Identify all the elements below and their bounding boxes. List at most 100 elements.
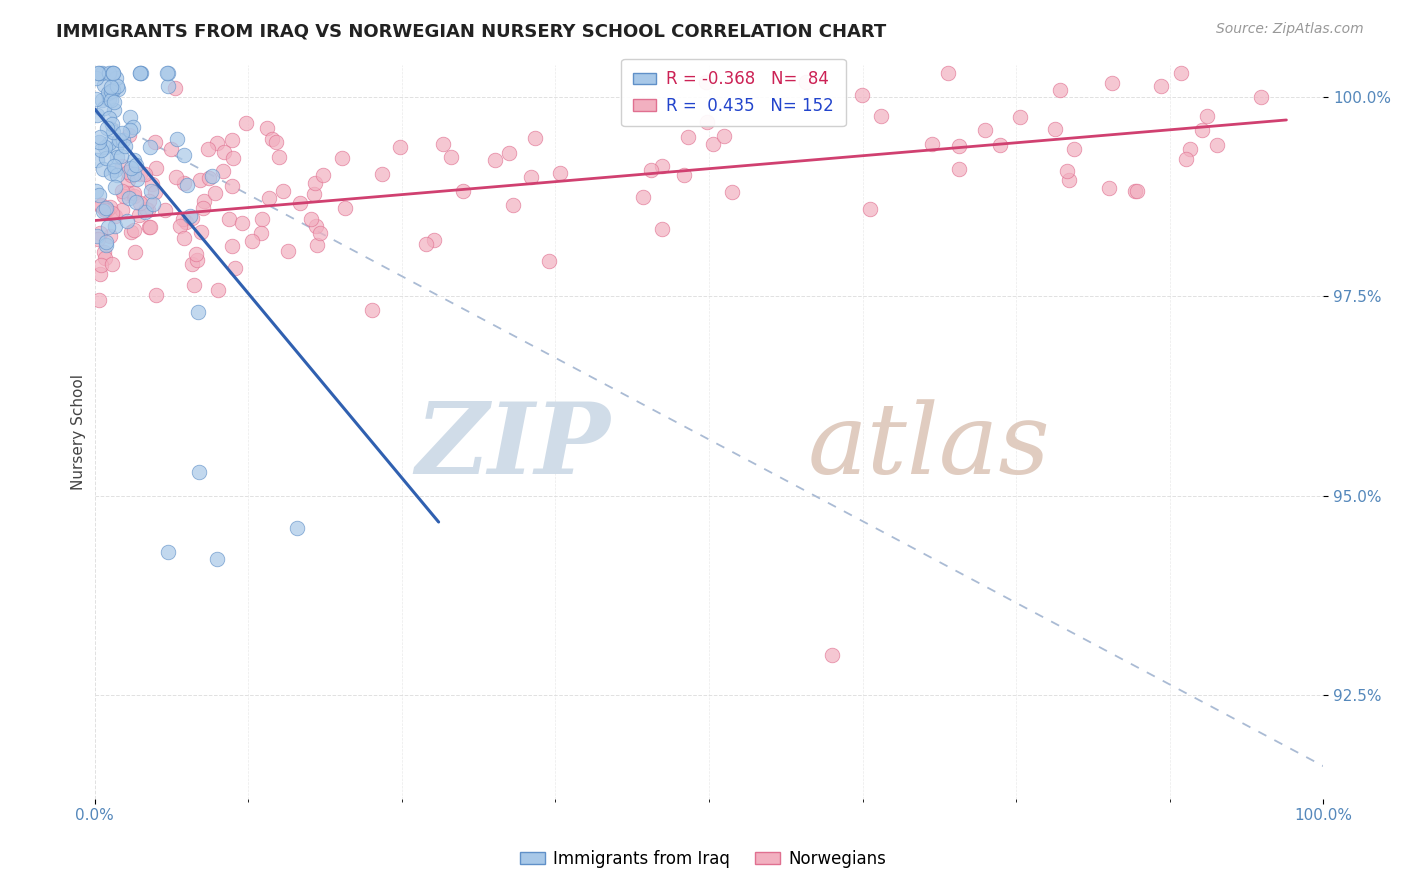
Point [93, 101, 115, 115]
Point [117, 214, 139, 228]
Point [129, 66, 152, 80]
Point [96, 120, 118, 135]
Point [974, 123, 997, 137]
Point [440, 150, 463, 164]
Point [103, 103, 125, 117]
Point [118, 128, 141, 142]
Point [190, 225, 212, 239]
Point [91, 204, 114, 219]
Point [101, 66, 124, 80]
Point [135, 202, 157, 216]
Point [1125, 184, 1147, 198]
Point [98, 136, 121, 150]
Point [257, 191, 280, 205]
Point [87, 66, 110, 80]
Point [205, 136, 228, 151]
Point [1126, 185, 1149, 199]
Point [86, 153, 108, 167]
Point [111, 133, 134, 147]
Point [157, 544, 180, 558]
Point [139, 140, 162, 154]
Point [111, 126, 134, 140]
Point [134, 205, 156, 219]
Point [193, 194, 215, 208]
Point [111, 202, 134, 217]
Point [181, 257, 204, 271]
Point [218, 211, 240, 226]
Point [101, 83, 124, 97]
Point [371, 167, 394, 181]
Point [110, 149, 132, 163]
Point [107, 82, 129, 96]
Point [290, 195, 312, 210]
Point [256, 121, 278, 136]
Point [122, 153, 145, 167]
Point [98, 229, 121, 244]
Point [128, 66, 150, 80]
Legend: Immigrants from Iraq, Norwegians: Immigrants from Iraq, Norwegians [513, 844, 893, 875]
Point [1195, 109, 1218, 123]
Point [173, 176, 195, 190]
Point [676, 130, 699, 145]
Point [104, 70, 127, 85]
Point [111, 159, 134, 173]
Point [221, 178, 243, 193]
Point [169, 219, 191, 233]
Point [415, 236, 437, 251]
Point [673, 168, 696, 182]
Point [103, 163, 125, 178]
Point [174, 214, 197, 228]
Point [91, 66, 114, 80]
Point [173, 231, 195, 245]
Point [89, 129, 111, 144]
Point [143, 136, 166, 150]
Point [143, 185, 166, 199]
Point [277, 244, 299, 258]
Point [1170, 66, 1192, 80]
Point [96, 220, 118, 235]
Point [122, 186, 145, 200]
Point [264, 135, 287, 149]
Point [948, 139, 970, 153]
Point [94, 251, 117, 265]
Point [186, 253, 208, 268]
Point [197, 171, 219, 186]
Point [141, 185, 163, 199]
Point [100, 93, 122, 107]
Y-axis label: Nursery School: Nursery School [72, 374, 86, 490]
Point [330, 151, 353, 165]
Point [184, 247, 207, 261]
Point [117, 186, 139, 200]
Point [695, 75, 717, 89]
Point [103, 159, 125, 173]
Point [86, 228, 108, 243]
Point [100, 80, 122, 95]
Point [702, 136, 724, 151]
Point [389, 140, 412, 154]
Text: atlas: atlas [807, 399, 1050, 494]
Point [423, 233, 446, 247]
Point [1250, 90, 1272, 104]
Point [235, 116, 257, 130]
Point [136, 203, 159, 218]
Point [118, 123, 141, 137]
Point [100, 117, 122, 131]
Point [94, 203, 117, 218]
Point [157, 66, 180, 80]
Point [101, 66, 124, 80]
Point [1175, 152, 1198, 166]
Point [166, 132, 188, 146]
Point [120, 225, 142, 239]
Point [87, 135, 110, 149]
Point [1205, 137, 1227, 152]
Point [299, 212, 322, 227]
Point [1150, 78, 1173, 93]
Point [548, 166, 571, 180]
Point [1045, 121, 1067, 136]
Point [1191, 123, 1213, 137]
Point [84, 71, 107, 86]
Point [105, 151, 128, 165]
Point [453, 184, 475, 198]
Point [141, 196, 163, 211]
Point [91, 161, 114, 176]
